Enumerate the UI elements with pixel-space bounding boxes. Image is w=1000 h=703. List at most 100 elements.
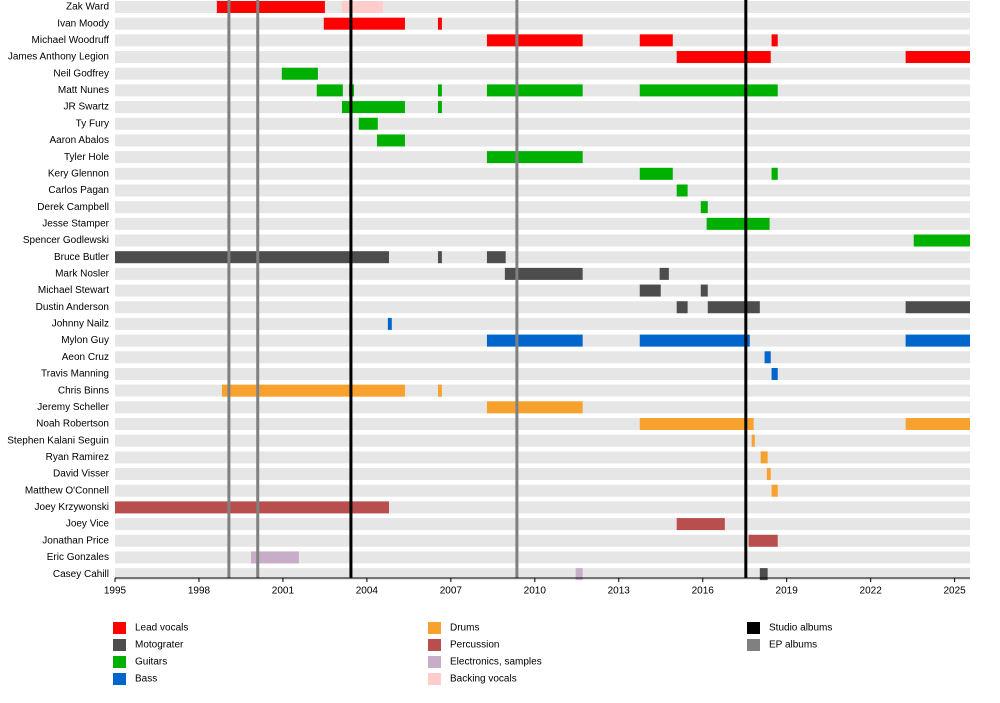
row-band bbox=[115, 451, 970, 464]
membership-bar bbox=[700, 201, 708, 214]
x-tick-label: 2013 bbox=[608, 586, 631, 597]
membership-bar bbox=[115, 501, 389, 514]
membership-bar bbox=[221, 384, 405, 397]
membership-bar bbox=[281, 67, 318, 80]
row-band bbox=[115, 484, 970, 497]
membership-bar bbox=[358, 117, 378, 130]
legend-swatch bbox=[428, 622, 441, 634]
x-tick-label: 2019 bbox=[776, 586, 799, 597]
x-tick-label: 2025 bbox=[943, 586, 966, 597]
member-name: Stephen Kalani Seguin bbox=[7, 435, 109, 446]
membership-bar bbox=[905, 334, 970, 347]
legend-label: Guitars bbox=[135, 657, 167, 668]
membership-bar bbox=[504, 267, 583, 280]
membership-bar bbox=[437, 17, 442, 30]
membership-bar bbox=[676, 301, 688, 314]
legend-label: Backing vocals bbox=[450, 674, 517, 685]
x-tick-label: 1998 bbox=[188, 586, 211, 597]
legend-label: EP albums bbox=[769, 640, 817, 651]
membership-bar bbox=[575, 568, 583, 581]
membership-bar bbox=[676, 184, 688, 197]
album-lines bbox=[227, 0, 748, 578]
member-name: James Anthony Legion bbox=[8, 52, 109, 63]
x-tick-label: 2004 bbox=[356, 586, 379, 597]
membership-bar bbox=[639, 284, 661, 297]
membership-bar bbox=[115, 251, 389, 264]
membership-bar bbox=[486, 84, 583, 97]
membership-bar bbox=[676, 51, 771, 64]
member-name: Michael Woodruff bbox=[32, 35, 110, 46]
membership-bar bbox=[486, 334, 583, 347]
row-band bbox=[115, 518, 970, 531]
membership-bar bbox=[771, 34, 778, 47]
membership-bar bbox=[376, 134, 405, 147]
membership-bar bbox=[760, 451, 768, 464]
member-name: Ryan Ramirez bbox=[46, 452, 109, 463]
member-name: Mylon Guy bbox=[61, 335, 109, 346]
x-tick-label: 1995 bbox=[104, 586, 127, 597]
x-tick-label: 2022 bbox=[860, 586, 883, 597]
legend-swatch bbox=[113, 673, 126, 685]
row-band bbox=[115, 568, 970, 581]
membership-bar bbox=[486, 251, 506, 264]
row-band bbox=[115, 534, 970, 547]
membership-bar bbox=[771, 367, 778, 380]
membership-bar bbox=[676, 518, 725, 531]
member-name: Spencer Godlewski bbox=[23, 235, 109, 246]
member-name: Mark Nosler bbox=[55, 269, 110, 280]
membership-bar bbox=[387, 317, 392, 330]
membership-bar bbox=[905, 301, 970, 314]
membership-bar bbox=[639, 84, 778, 97]
legend-swatch bbox=[113, 622, 126, 634]
member-name: Jeremy Scheller bbox=[37, 402, 109, 413]
x-tick-label: 2010 bbox=[524, 586, 547, 597]
membership-bar bbox=[437, 384, 442, 397]
x-tick-label: 2016 bbox=[692, 586, 715, 597]
membership-bar bbox=[486, 401, 583, 414]
legend-swatch bbox=[113, 639, 126, 651]
member-name: Aeon Cruz bbox=[62, 352, 109, 363]
legend-label: Lead vocals bbox=[135, 623, 188, 634]
membership-bar bbox=[639, 418, 754, 430]
membership-bar bbox=[905, 51, 970, 64]
member-name: David Visser bbox=[53, 469, 110, 480]
row-band bbox=[115, 67, 970, 80]
row-band bbox=[115, 551, 970, 564]
row-band bbox=[115, 51, 970, 64]
membership-bar bbox=[341, 1, 383, 13]
member-name: Carlos Pagan bbox=[48, 185, 109, 196]
membership-bar bbox=[486, 34, 583, 47]
member-name: Jonathan Price bbox=[42, 535, 109, 546]
membership-bar bbox=[486, 151, 583, 164]
row-band bbox=[115, 117, 970, 130]
membership-bar bbox=[639, 34, 673, 47]
membership-bar bbox=[751, 434, 755, 447]
membership-bar bbox=[437, 251, 442, 264]
row-band bbox=[115, 351, 970, 364]
member-name: Ivan Moody bbox=[57, 18, 109, 29]
row-band bbox=[115, 367, 970, 380]
row-band bbox=[115, 17, 970, 30]
legend-label: Drums bbox=[450, 623, 479, 634]
legend-swatch bbox=[428, 673, 441, 685]
legend-swatch bbox=[113, 656, 126, 668]
membership-bar bbox=[216, 1, 325, 13]
member-name: Michael Stewart bbox=[38, 285, 109, 296]
member-name: Derek Campbell bbox=[37, 202, 109, 213]
legend-label: Percussion bbox=[450, 640, 499, 651]
member-name: Matt Nunes bbox=[58, 85, 109, 96]
member-name: Chris Binns bbox=[58, 385, 109, 396]
member-name: Travis Manning bbox=[41, 369, 109, 380]
row-band bbox=[115, 167, 970, 180]
membership-bar bbox=[771, 167, 778, 180]
row-band bbox=[115, 434, 970, 447]
membership-bar bbox=[707, 301, 760, 314]
member-name: Joey Vice bbox=[66, 519, 110, 530]
row-band bbox=[115, 217, 970, 230]
legend-label: Motograter bbox=[135, 640, 184, 651]
x-axis: 1995 1998 2001 2004 2007 2010 2013 2016 2019 2022… bbox=[104, 577, 970, 597]
member-name: JR Swartz bbox=[63, 102, 109, 113]
legend: Lead vocals Motograter Guitars Bass Drums Per… bbox=[113, 622, 832, 685]
